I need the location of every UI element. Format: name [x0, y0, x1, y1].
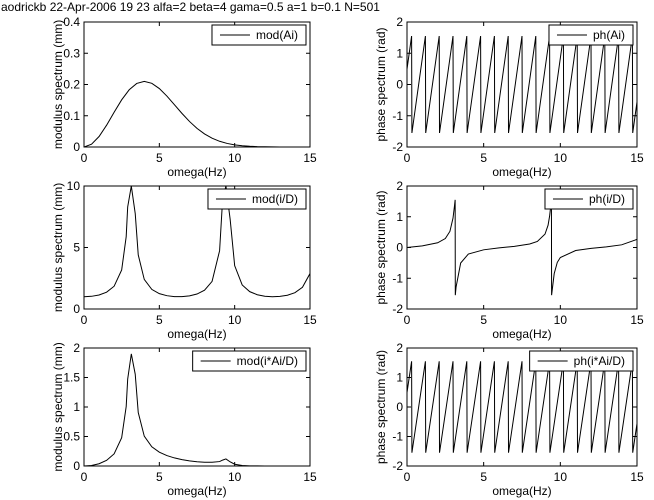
x-axis-label: omega(Hz) [167, 327, 226, 341]
legend: ph(Ai) [548, 24, 634, 46]
x-axis-label: omega(Hz) [492, 327, 551, 341]
series-line [84, 353, 310, 466]
legend: mod(i*Ai/D) [192, 350, 307, 372]
y-tick-label: 0.3 [63, 46, 80, 60]
y-tick-label: 0.1 [63, 109, 80, 123]
y-tick-label: 0 [396, 400, 403, 414]
x-tick-label: 0 [81, 313, 88, 327]
x-tick-label: 15 [303, 151, 317, 165]
x-tick-label: 5 [156, 470, 163, 484]
y-tick-label: 0.5 [63, 430, 80, 444]
series-line [407, 199, 637, 296]
y-tick-label: 1 [73, 400, 80, 414]
legend-box [211, 24, 307, 46]
legend-box [548, 24, 634, 46]
x-axis-label: omega(Hz) [492, 484, 551, 498]
x-axis-label: omega(Hz) [167, 165, 226, 179]
legend-label: mod(Ai) [256, 28, 298, 42]
x-tick-label: 15 [303, 470, 317, 484]
x-tick-label: 10 [228, 470, 242, 484]
y-tick-label: 0 [73, 302, 80, 316]
x-tick-label: 5 [156, 313, 163, 327]
series-line [407, 361, 637, 453]
y-tick-label: 2 [396, 15, 403, 29]
y-axis-label: modulus spectrum (mm) [51, 342, 65, 471]
x-tick-label: 0 [81, 470, 88, 484]
x-tick-label: 0 [81, 151, 88, 165]
x-tick-label: 10 [554, 151, 568, 165]
y-tick-label: 2 [396, 179, 403, 193]
legend-box [207, 188, 307, 210]
legend-label: mod(i*Ai/D) [237, 354, 298, 368]
y-tick-label: 0 [73, 140, 80, 154]
legend: mod(i/D) [207, 188, 307, 210]
y-tick-label: 1.5 [63, 371, 80, 385]
y-tick-label: -1 [392, 271, 403, 285]
legend: ph(i*Ai/D) [529, 350, 634, 372]
y-axis-label: phase spectrum (rad) [374, 190, 388, 304]
y-tick-label: 5 [73, 241, 80, 255]
y-axis-label: modulus spectrum (mm) [51, 183, 65, 312]
subplot: 0 5 10 15 -2 -1 0 1 2 omega(Hz) phase spectrum (ra… [374, 341, 644, 498]
x-tick-label: 10 [228, 313, 242, 327]
x-tick-label: 15 [630, 151, 644, 165]
y-tick-label: 0 [73, 459, 80, 473]
x-tick-label: 0 [404, 470, 411, 484]
x-tick-label: 5 [156, 151, 163, 165]
legend-label: mod(i/D) [252, 192, 298, 206]
y-axis-label: phase spectrum (rad) [374, 27, 388, 141]
subplot: 0 5 10 15 -2 -1 0 1 2 omega(Hz) phase spectrum (ra… [374, 179, 644, 341]
y-tick-label: 1 [396, 46, 403, 60]
x-tick-label: 15 [303, 313, 317, 327]
legend-box [529, 350, 634, 372]
x-tick-label: 10 [554, 313, 568, 327]
y-tick-label: 0 [396, 78, 403, 92]
y-tick-label: -1 [392, 109, 403, 123]
x-tick-label: 5 [480, 313, 487, 327]
x-tick-label: 10 [228, 151, 242, 165]
y-tick-label: -2 [392, 459, 403, 473]
y-tick-label: 0.4 [63, 15, 80, 29]
legend: mod(Ai) [211, 24, 307, 46]
legend: ph(i/D) [544, 188, 634, 210]
y-tick-label: 1 [396, 371, 403, 385]
x-axis-label: omega(Hz) [492, 165, 551, 179]
legend-label: ph(i*Ai/D) [574, 354, 625, 368]
x-tick-label: 0 [404, 151, 411, 165]
y-tick-label: -1 [392, 430, 403, 444]
subplot: 0 5 10 15 -2 -1 0 1 2 omega(Hz) phase spectrum (ra… [374, 15, 644, 179]
y-tick-label: 0.2 [63, 78, 80, 92]
x-tick-label: 5 [480, 151, 487, 165]
subplot: 0 5 10 15 0 0.5 1 1.5 2 omega(Hz) modulus spectrum… [51, 341, 317, 498]
x-tick-label: 0 [404, 313, 411, 327]
legend-box [192, 350, 307, 372]
y-tick-label: 2 [396, 341, 403, 355]
series-line [407, 35, 637, 134]
x-tick-label: 15 [630, 313, 644, 327]
legend-label: ph(i/D) [589, 192, 625, 206]
series-line [84, 80, 310, 147]
y-tick-label: 2 [73, 341, 80, 355]
legend-box [544, 188, 634, 210]
x-tick-label: 5 [480, 470, 487, 484]
y-tick-label: -2 [392, 140, 403, 154]
series-line [84, 186, 310, 298]
y-tick-label: 10 [67, 179, 81, 193]
legend-label: ph(Ai) [593, 28, 625, 42]
x-tick-label: 15 [630, 470, 644, 484]
y-axis-label: modulus spectrum (mm) [51, 20, 65, 149]
y-tick-label: 1 [396, 210, 403, 224]
y-tick-label: -2 [392, 302, 403, 316]
subplot: 0 5 10 15 0 0.1 0.2 0.3 0.4 omega(Hz) modulus spec… [51, 15, 317, 179]
y-axis-label: phase spectrum (rad) [374, 350, 388, 464]
x-tick-label: 10 [554, 470, 568, 484]
y-tick-label: 0 [396, 241, 403, 255]
x-axis-label: omega(Hz) [167, 484, 226, 498]
figure-title: aodrickb 22-Apr-2006 19 23 alfa=2 beta=4… [1, 0, 380, 14]
